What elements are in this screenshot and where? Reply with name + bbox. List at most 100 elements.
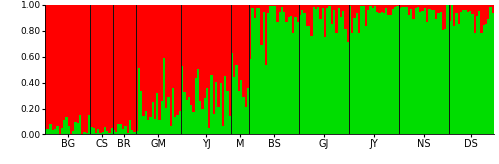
Bar: [172, 5, 174, 88]
Bar: [86, 5, 88, 133]
Bar: [49, 5, 52, 124]
Bar: [188, 97, 190, 134]
Bar: [474, 33, 476, 134]
Bar: [408, 5, 410, 15]
Bar: [472, 14, 474, 134]
Bar: [249, 59, 251, 134]
Bar: [303, 13, 306, 134]
Bar: [390, 5, 392, 15]
Bar: [208, 128, 211, 134]
Bar: [233, 77, 236, 134]
Bar: [308, 26, 310, 134]
Bar: [387, 15, 390, 134]
Bar: [113, 5, 115, 130]
Bar: [133, 132, 136, 134]
Bar: [337, 5, 340, 8]
Bar: [63, 5, 65, 120]
Bar: [149, 117, 152, 134]
Bar: [240, 5, 242, 80]
Bar: [253, 18, 256, 134]
Bar: [322, 8, 324, 134]
Bar: [179, 112, 181, 134]
Bar: [303, 5, 306, 13]
Bar: [406, 5, 408, 7]
Bar: [188, 5, 190, 97]
Bar: [122, 129, 124, 134]
Bar: [483, 5, 485, 25]
Bar: [113, 130, 115, 134]
Bar: [260, 45, 262, 134]
Bar: [378, 5, 381, 13]
Bar: [478, 11, 481, 134]
Bar: [70, 5, 72, 134]
Bar: [265, 65, 267, 134]
Bar: [95, 5, 97, 133]
Bar: [299, 15, 301, 134]
Bar: [319, 5, 322, 19]
Bar: [179, 5, 181, 112]
Bar: [478, 5, 481, 11]
Bar: [485, 24, 487, 134]
Bar: [415, 5, 417, 8]
Bar: [437, 13, 440, 134]
Bar: [353, 18, 356, 134]
Bar: [322, 5, 324, 8]
Bar: [177, 115, 179, 134]
Bar: [61, 5, 63, 128]
Bar: [297, 5, 299, 22]
Bar: [367, 10, 369, 134]
Bar: [428, 9, 431, 134]
Bar: [410, 9, 412, 134]
Bar: [197, 5, 199, 69]
Bar: [167, 5, 170, 97]
Bar: [294, 5, 297, 17]
Bar: [312, 5, 315, 7]
Bar: [215, 5, 217, 82]
Bar: [81, 5, 83, 134]
Bar: [412, 19, 415, 134]
Bar: [174, 5, 177, 117]
Bar: [433, 10, 435, 134]
Bar: [360, 5, 362, 6]
Bar: [72, 131, 74, 134]
Bar: [165, 5, 167, 108]
Bar: [65, 117, 67, 134]
Bar: [136, 131, 138, 134]
Bar: [145, 5, 147, 111]
Bar: [276, 22, 278, 134]
Bar: [431, 10, 433, 134]
Bar: [90, 127, 92, 134]
Bar: [387, 5, 390, 15]
Bar: [399, 8, 401, 134]
Bar: [317, 5, 319, 7]
Bar: [272, 6, 274, 134]
Bar: [403, 5, 406, 7]
Bar: [147, 120, 149, 134]
Bar: [365, 5, 367, 26]
Bar: [211, 5, 213, 75]
Bar: [374, 6, 376, 134]
Bar: [444, 29, 447, 134]
Bar: [206, 5, 208, 88]
Bar: [142, 116, 145, 134]
Bar: [485, 5, 487, 24]
Bar: [328, 5, 331, 6]
Bar: [231, 5, 233, 53]
Bar: [340, 17, 342, 134]
Bar: [86, 133, 88, 134]
Bar: [47, 129, 49, 134]
Bar: [138, 5, 140, 68]
Bar: [172, 88, 174, 134]
Bar: [156, 93, 158, 134]
Bar: [224, 76, 227, 134]
Bar: [92, 5, 95, 128]
Bar: [465, 10, 467, 134]
Bar: [247, 88, 249, 134]
Bar: [458, 23, 460, 134]
Bar: [183, 92, 186, 134]
Bar: [419, 12, 422, 134]
Bar: [140, 91, 142, 134]
Bar: [312, 7, 315, 134]
Bar: [115, 5, 117, 132]
Bar: [292, 5, 294, 33]
